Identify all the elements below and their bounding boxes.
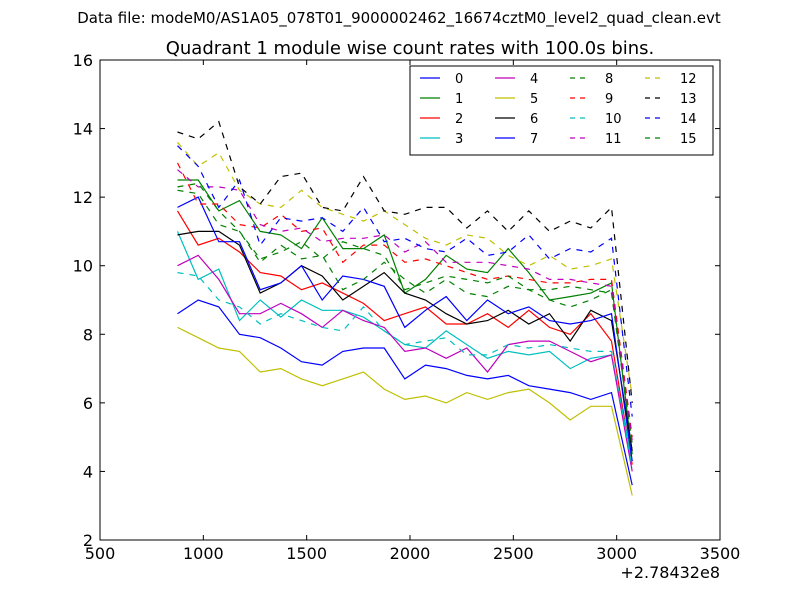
y-tick-label: 14 xyxy=(73,120,93,139)
x-tick-label: 3000 xyxy=(596,544,637,563)
series-line-2 xyxy=(176,210,633,465)
legend-label-10: 10 xyxy=(605,112,622,127)
legend-label-9: 9 xyxy=(605,92,613,107)
y-tick-label: 8 xyxy=(83,325,93,344)
series-line-12 xyxy=(177,141,633,397)
series-line-10 xyxy=(177,272,633,469)
series-line-6 xyxy=(177,230,633,451)
legend-label-5: 5 xyxy=(530,92,538,107)
series-line-14 xyxy=(177,145,633,417)
data-file-label: Data file: modeM0/AS1A05_078T01_90000024… xyxy=(77,9,721,28)
series-layer xyxy=(176,120,633,496)
y-tick-label: 10 xyxy=(73,257,93,276)
legend-label-4: 4 xyxy=(530,72,538,87)
series-line-9 xyxy=(176,162,633,438)
series-line-5 xyxy=(177,326,633,496)
legend-label-15: 15 xyxy=(680,132,697,147)
series-line-0 xyxy=(177,299,633,486)
legend-label-0: 0 xyxy=(455,72,463,87)
y-tick-label: 2 xyxy=(83,531,93,550)
legend-label-2: 2 xyxy=(455,112,463,127)
legend-label-11: 11 xyxy=(605,132,622,147)
legend-label-7: 7 xyxy=(530,132,538,147)
x-tick-label: 3500 xyxy=(700,544,741,563)
x-tick-label: 500 xyxy=(85,544,116,563)
x-tick-label: 2000 xyxy=(390,544,431,563)
x-tick-label: 2500 xyxy=(493,544,534,563)
x-tick-label: 1000 xyxy=(183,544,224,563)
y-tick-label: 4 xyxy=(83,462,93,481)
y-tick-label: 6 xyxy=(83,394,93,413)
series-line-7 xyxy=(177,196,633,462)
legend-label-14: 14 xyxy=(680,112,697,127)
legend-label-6: 6 xyxy=(530,112,538,127)
y-tick-label: 12 xyxy=(73,188,93,207)
x-axis-offset-label: +2.78432e8 xyxy=(620,563,720,582)
legend-box xyxy=(409,65,714,156)
x-tick-label: 1500 xyxy=(286,544,327,563)
legend-label-1: 1 xyxy=(455,92,463,107)
series-line-15 xyxy=(177,182,633,448)
y-tick-label: 16 xyxy=(73,51,93,70)
series-line-4 xyxy=(177,254,633,472)
legend-label-12: 12 xyxy=(680,72,697,87)
legend-label-13: 13 xyxy=(680,92,697,107)
chart-title: Quadrant 1 module wise count rates with … xyxy=(166,38,655,59)
series-line-13 xyxy=(177,120,633,403)
legend-label-3: 3 xyxy=(455,132,463,147)
legend-label-8: 8 xyxy=(605,72,613,87)
series-line-11 xyxy=(177,169,633,441)
